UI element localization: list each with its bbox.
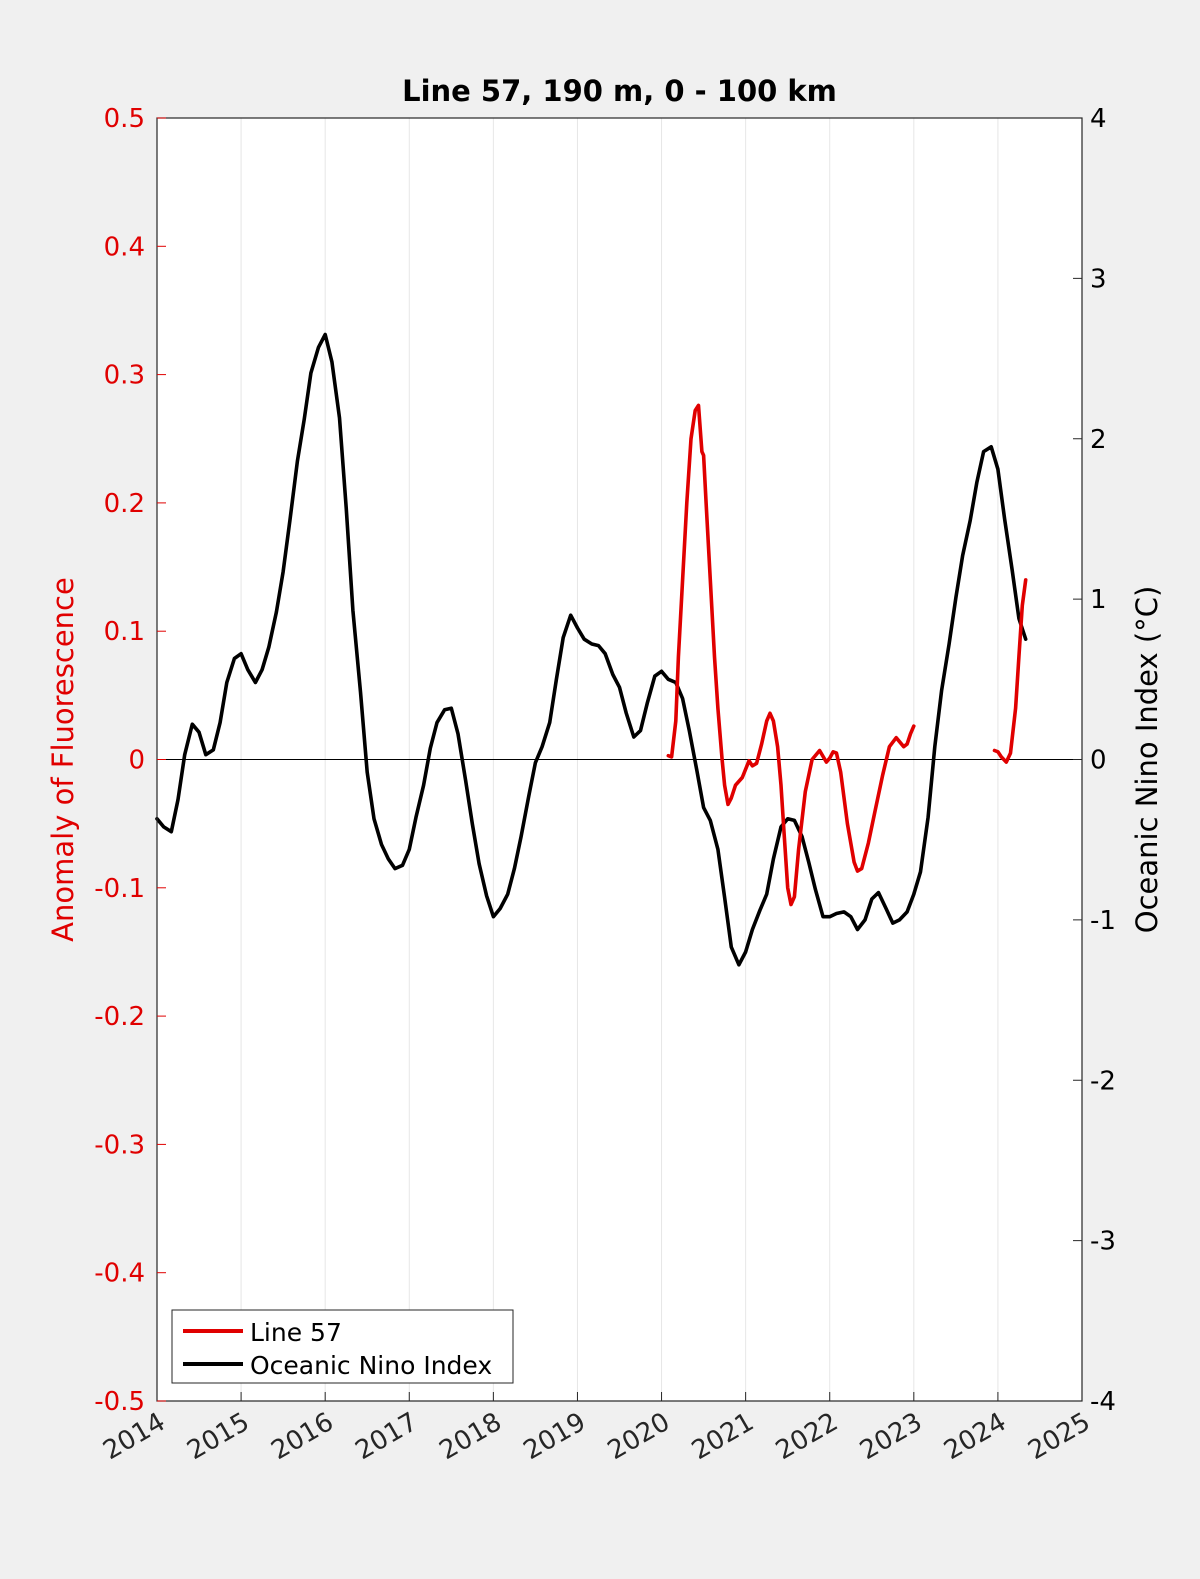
y-axis-left-label: Anomaly of Fluorescence xyxy=(46,577,80,942)
y-right-tick-label: -3 xyxy=(1090,1227,1116,1257)
y-right-tick-label: 1 xyxy=(1090,585,1107,615)
y-left-tick-label: 0.4 xyxy=(104,232,145,262)
y-right-tick-label: 0 xyxy=(1090,746,1107,776)
x-tick-label: 2020 xyxy=(603,1407,675,1466)
y-axis-right-label: Oceanic Nino Index (°C) xyxy=(1130,586,1164,934)
series-layer xyxy=(155,332,1028,967)
x-tick-label: 2023 xyxy=(855,1407,927,1466)
series-oni-line xyxy=(155,332,1028,967)
y-left-tick-label: 0.1 xyxy=(104,617,145,647)
x-tick-label: 2019 xyxy=(519,1407,591,1466)
legend-label-oni: Oceanic Nino Index xyxy=(250,1351,492,1380)
y-left-tick-label: -0.4 xyxy=(94,1259,145,1289)
y-left-tick-label: -0.5 xyxy=(94,1387,145,1417)
y-left-tick-label: -0.1 xyxy=(94,874,145,904)
y-right-tick-label: 3 xyxy=(1090,264,1107,294)
y-left-tick-label: -0.2 xyxy=(94,1002,145,1032)
y-left-tick-label: 0.2 xyxy=(104,489,145,519)
y-right-tick-label: -1 xyxy=(1090,906,1116,936)
chart-title: Line 57, 190 m, 0 - 100 km xyxy=(402,74,837,108)
legend-label-line57: Line 57 xyxy=(250,1318,342,1347)
x-tick-label: 2016 xyxy=(266,1407,338,1466)
x-tick-label: 2025 xyxy=(1023,1407,1095,1466)
legend: Line 57 Oceanic Nino Index xyxy=(171,1309,514,1384)
y-left-tick-label: 0.5 xyxy=(104,104,145,134)
x-tick-label: 2024 xyxy=(939,1407,1011,1466)
y-right-tick-label: -4 xyxy=(1090,1387,1116,1417)
x-tick-label: 2015 xyxy=(182,1407,254,1466)
y-right-tick-label: 4 xyxy=(1090,104,1107,134)
y-left-tick-label: 0 xyxy=(128,746,145,776)
y-right-tick-label: 2 xyxy=(1090,425,1107,455)
y-right-tick-label: -2 xyxy=(1090,1066,1116,1096)
x-tick-label: 2021 xyxy=(687,1407,759,1466)
x-tick-label: 2017 xyxy=(350,1407,422,1466)
x-tick-label: 2022 xyxy=(771,1407,843,1466)
x-tick-label: 2018 xyxy=(435,1407,507,1466)
series-line57-segment xyxy=(992,578,1028,764)
y-left-tick-label: -0.3 xyxy=(94,1130,145,1160)
y-left-tick-label: 0.3 xyxy=(104,361,145,391)
series-line57-segment xyxy=(666,403,916,907)
legend-box xyxy=(171,1309,514,1384)
